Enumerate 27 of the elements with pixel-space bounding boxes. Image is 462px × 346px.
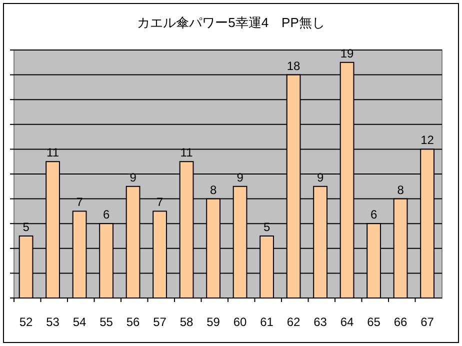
x-tick-label: 58 [180,315,194,329]
x-tick-label: 53 [46,315,60,329]
data-label: 7 [156,195,164,210]
x-tick-label: 66 [394,315,408,329]
data-label: 6 [102,208,110,222]
data-label: 8 [397,182,404,197]
data-label: 5 [22,220,30,234]
data-label: 8 [210,182,217,197]
x-tick-label: 56 [126,315,140,329]
x-tick-label: 67 [420,315,434,329]
x-tick-label: 59 [206,315,220,329]
x-tick-label: 52 [19,315,34,329]
x-tick-label: 57 [153,315,167,329]
data-label: 12 [420,133,434,148]
data-label: 7 [76,195,84,210]
data-label: 18 [286,58,301,73]
x-tick-label: 60 [233,315,248,329]
data-label: 5 [263,220,270,234]
x-tick-label: 61 [260,315,274,329]
x-tick-label: 65 [367,315,381,329]
chart-title: カエル傘パワー5幸運4 PP無し [137,15,325,30]
x-tick-label: 64 [340,315,354,329]
data-label: 6 [370,208,378,222]
x-tick-label: 55 [100,315,114,329]
x-tick-label: 63 [314,315,328,329]
x-tick-label: 62 [286,315,301,329]
x-tick-label: 54 [72,315,87,329]
